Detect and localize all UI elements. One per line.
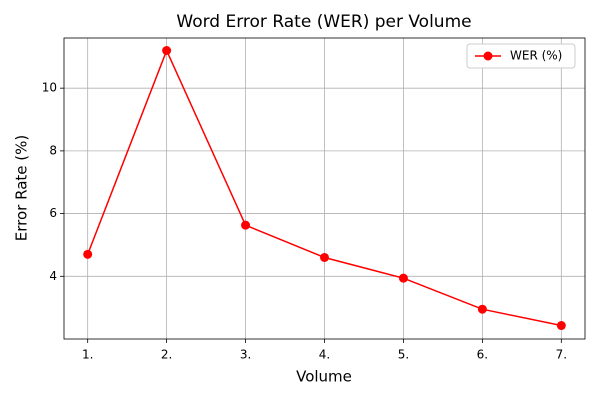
- legend-box: [466, 43, 576, 69]
- x-tick-label: 4.: [319, 348, 330, 362]
- x-tick-label: 5.: [398, 348, 409, 362]
- x-tick-label: 6.: [477, 348, 488, 362]
- point: [477, 304, 487, 314]
- point: [83, 249, 93, 259]
- point: [320, 252, 329, 262]
- x-tick-label: 3.: [240, 348, 251, 362]
- x-axis-label: Volume: [296, 368, 352, 386]
- y-tick-label: 8: [49, 143, 57, 157]
- legend-label: WER (%): [510, 49, 562, 63]
- point: [398, 273, 408, 283]
- chart-title: Word Error Rate (WER) per Volume: [176, 12, 471, 32]
- x-tick-label: 7.: [556, 348, 567, 362]
- plot-frame: [63, 37, 586, 340]
- y-tick-label: 10: [42, 81, 57, 95]
- point: [162, 46, 172, 56]
- y-axis-label: Error Rate (%): [13, 135, 31, 241]
- y-tick-label: 4: [49, 269, 57, 283]
- y-tick-label: 6: [49, 206, 57, 220]
- point: [241, 220, 251, 230]
- point: [556, 321, 566, 331]
- x-tick-label: 2.: [161, 348, 172, 362]
- x-tick-label: 1.: [82, 348, 93, 362]
- legend-marker: [483, 51, 493, 61]
